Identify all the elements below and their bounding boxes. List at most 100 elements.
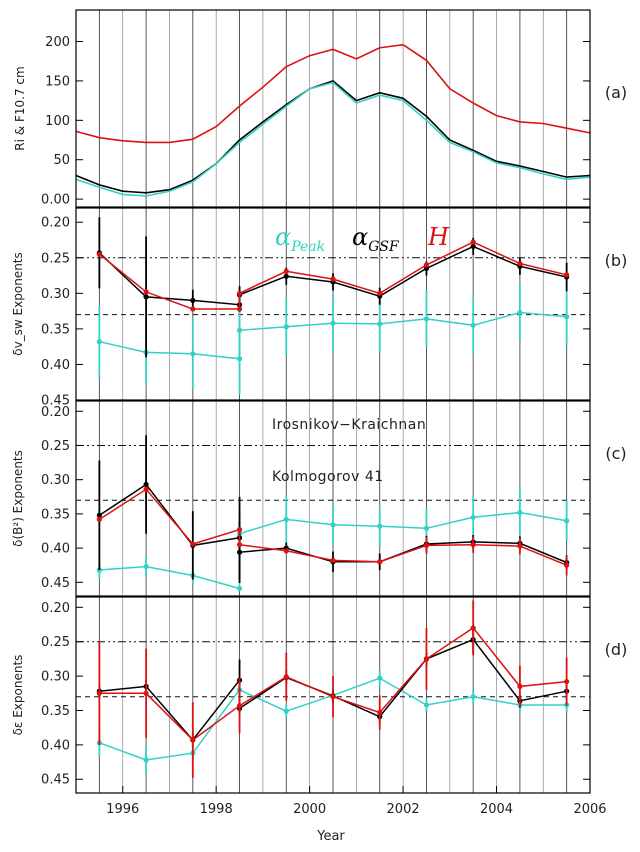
y-tick-label: 0.35 <box>41 704 70 719</box>
data-point <box>470 239 476 245</box>
data-point <box>470 694 476 700</box>
data-point <box>564 272 570 278</box>
y-tick-label: 0.40 <box>41 358 70 373</box>
data-point <box>236 585 243 592</box>
panel-label: (b) <box>605 251 628 270</box>
x-axis-label: Year <box>316 829 345 844</box>
y-tick-label: 0.20 <box>41 405 70 420</box>
data-point <box>283 674 289 680</box>
data-point <box>517 543 523 549</box>
panel-label: (a) <box>605 83 627 102</box>
x-tick-label: 2000 <box>293 802 326 817</box>
y-tick-label: 0.30 <box>41 473 70 488</box>
y-tick-label: 0.25 <box>41 251 70 266</box>
y-tick-label: 200 <box>45 35 70 50</box>
data-point <box>377 290 383 296</box>
data-point <box>423 656 430 662</box>
data-point <box>517 309 523 316</box>
x-tick-label: 1998 <box>200 802 233 817</box>
data-point <box>377 709 383 716</box>
y-tick-label: 0.45 <box>41 773 70 788</box>
data-point <box>236 290 243 296</box>
data-point <box>423 316 430 322</box>
data-point <box>283 548 289 554</box>
data-point <box>283 273 289 279</box>
data-point <box>330 276 336 282</box>
data-point <box>470 514 476 520</box>
data-point <box>190 541 196 547</box>
data-point <box>377 321 383 327</box>
series-line-curve <box>75 43 591 144</box>
y-axis-label: δε Exponents <box>11 655 25 736</box>
y-axis-label: δ(B²) Exponents <box>11 450 25 547</box>
data-point <box>96 339 102 345</box>
data-point <box>470 243 476 249</box>
data-point <box>283 268 289 274</box>
data-point <box>423 702 430 708</box>
data-point <box>423 525 430 531</box>
data-point <box>96 251 102 257</box>
panel-b: 0.20 0.25 0.30 0.35 0.40 0.45 δv_sw Exponents (… <box>11 207 628 409</box>
y-tick-label: 0.20 <box>41 601 70 616</box>
data-point <box>96 512 102 518</box>
y-tick-label: 0.20 <box>41 216 70 231</box>
series-line-peak <box>99 311 567 360</box>
data-point <box>377 523 383 529</box>
data-point <box>517 509 523 516</box>
y-axis-label: δv_sw Exponents <box>11 252 25 356</box>
y-tick-label: 0.40 <box>41 738 70 753</box>
x-tick-label: 2004 <box>480 802 513 817</box>
panel-frame <box>75 207 591 401</box>
data-point <box>143 294 149 300</box>
y-tick-label: 0.25 <box>41 635 70 650</box>
x-tick-label: 2006 <box>573 802 606 817</box>
data-point <box>564 314 570 320</box>
series-line-h <box>98 241 567 310</box>
y-tick-label: 0.35 <box>41 507 70 522</box>
annotation-iroshnikov: Irosnikov−Kraichnan <box>272 417 426 433</box>
data-point <box>564 562 570 568</box>
data-point <box>190 297 196 304</box>
data-point <box>330 557 336 564</box>
y-axis-label: Ri & F10.7 cm <box>13 66 27 150</box>
data-point <box>143 690 149 696</box>
data-point <box>143 289 149 295</box>
data-point <box>470 322 476 328</box>
data-point <box>236 549 243 555</box>
data-point <box>283 324 289 330</box>
y-tick-label: 50 <box>53 153 70 168</box>
y-tick-label: 0.30 <box>41 287 70 302</box>
panel-label: (d) <box>605 640 628 659</box>
data-point <box>143 757 149 763</box>
data-point <box>330 522 336 528</box>
panel-label: (c) <box>605 444 626 463</box>
data-point <box>96 690 102 696</box>
data-point <box>143 481 149 488</box>
data-point <box>236 306 243 312</box>
data-point <box>564 518 570 524</box>
data-point <box>143 486 149 492</box>
data-point <box>423 542 430 548</box>
y-tick-label: 0.45 <box>41 394 70 409</box>
series-line-curve <box>75 81 591 197</box>
data-point <box>190 306 196 312</box>
y-tick-label: 0.35 <box>41 322 70 337</box>
y-tick-label: 150 <box>45 74 70 89</box>
y-tick-label: 0.30 <box>41 670 70 685</box>
data-point <box>470 625 476 631</box>
series-line-gsf <box>98 245 567 306</box>
y-tick-label: 0.45 <box>41 576 70 591</box>
y-tick-label: 0.25 <box>41 439 70 454</box>
y-tick-label: 0.40 <box>41 542 70 557</box>
data-point <box>377 559 383 565</box>
legend-entry: H <box>427 223 450 251</box>
data-point <box>190 351 196 357</box>
series-line-peak <box>99 511 567 590</box>
annotation-kolmogorov: Kolmogorov 41 <box>272 469 384 485</box>
data-point <box>236 527 243 533</box>
data-point <box>470 542 476 548</box>
panel-a: 0.00 50 100 150 200 Ri & F10.7 cm (a) <box>13 9 627 208</box>
x-tick-label: 1996 <box>106 802 139 817</box>
panel-frame <box>75 400 591 597</box>
y-tick-label: 100 <box>45 114 70 129</box>
